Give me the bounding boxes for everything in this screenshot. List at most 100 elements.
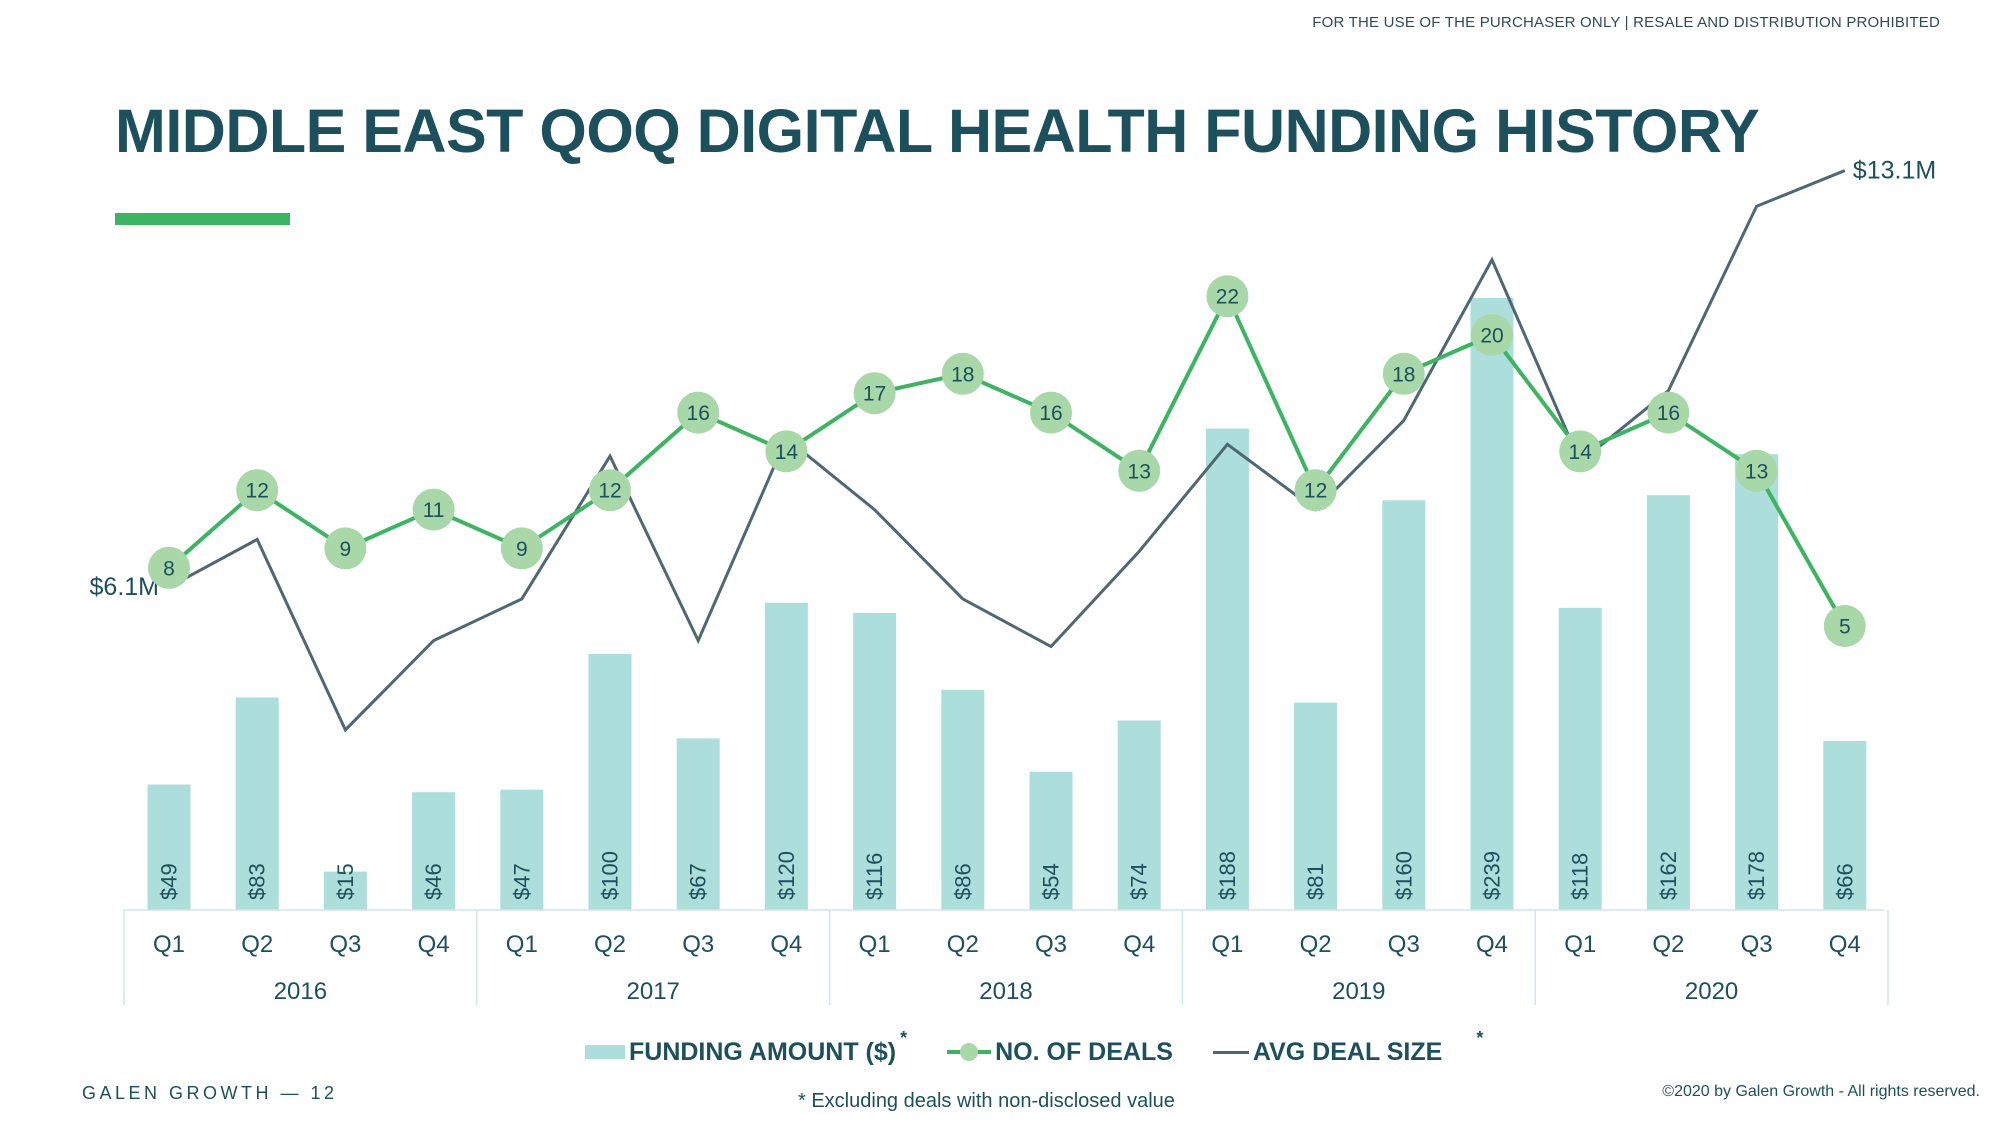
funding-bar-label: $118 xyxy=(1568,853,1593,900)
deals-series: 8 12 9 11 9 12 16 14 17 18 16 13 22 12 18 20 14 16 13 5 xyxy=(148,275,1866,647)
deals-marker xyxy=(765,430,808,473)
deals-value-label: 8 xyxy=(163,557,175,580)
deals-value-label: 5 xyxy=(1839,616,1851,639)
funding-bar-label: $67 xyxy=(686,863,711,900)
x-group-label: 2016 xyxy=(274,978,327,1005)
funding-bars xyxy=(147,298,1867,910)
deals-value-label: 18 xyxy=(1392,363,1415,386)
title-accent-bar xyxy=(115,213,290,225)
x-group-label: 2020 xyxy=(1685,978,1738,1005)
deals-marker xyxy=(148,546,190,589)
deals-marker xyxy=(853,372,896,415)
funding-bar xyxy=(1117,720,1161,910)
avg-deal-size-line xyxy=(168,169,1846,733)
x-tick-label: Q1 xyxy=(506,931,538,958)
x-tick-label: Q4 xyxy=(418,931,450,958)
deals-value-label: 12 xyxy=(246,480,269,503)
deals-marker xyxy=(1118,449,1161,492)
deals-value-label: 16 xyxy=(1039,402,1062,425)
funding-bar xyxy=(588,653,632,910)
funding-bar-label: $47 xyxy=(509,863,534,900)
deals-marker xyxy=(1559,430,1602,473)
brand-footer: GALEN GROWTH — 12 xyxy=(82,1083,338,1103)
x-tick-label: Q2 xyxy=(241,931,273,958)
deals-marker xyxy=(677,391,720,434)
deals-value-label: 13 xyxy=(1128,460,1151,483)
x-axis: Q1 Q2 Q3 Q4 Q1 Q2 Q3 Q4 Q1 Q2 Q3 Q4 Q1 Q2 Q3 Q4 Q1 Q2 Q3 Q4… xyxy=(123,909,1889,1005)
funding-bar xyxy=(1382,500,1426,910)
x-tick-label: Q1 xyxy=(1564,931,1596,958)
deals-marker xyxy=(412,488,455,531)
funding-bar-label: $188 xyxy=(1215,851,1240,900)
deals-marker xyxy=(589,469,631,512)
legend-item-deals: NO. OF DEALS xyxy=(947,1038,1173,1067)
avg-deal-size-series: $6.1M $13.1M xyxy=(90,157,1936,733)
legend-asterisk-avg: * xyxy=(1476,1027,1484,1048)
funding-bar xyxy=(1735,454,1779,910)
funding-bar-label: $66 xyxy=(1832,863,1857,900)
deals-marker xyxy=(236,469,279,512)
deals-marker xyxy=(500,527,543,570)
deals-value-label: 22 xyxy=(1216,286,1239,309)
funding-chart: $49 $83 $15 $46 $47 $100 $67 $120 $116 $86 $54 $74 $… xyxy=(90,157,1936,1005)
deals-marker xyxy=(324,527,367,570)
funding-bar xyxy=(1029,771,1073,910)
funding-bar-label: $49 xyxy=(157,863,182,900)
deals-value-label: 14 xyxy=(775,441,799,464)
deals-marker xyxy=(1206,275,1249,318)
deals-value-label: 13 xyxy=(1745,460,1768,483)
legend-label-avg: AVG DEAL SIZE xyxy=(1252,1037,1443,1066)
funding-bar xyxy=(764,602,808,910)
funding-bar xyxy=(853,612,897,910)
x-tick-label: Q4 xyxy=(1476,931,1508,958)
funding-bar-label: $120 xyxy=(774,851,799,900)
funding-bar-label: $74 xyxy=(1127,863,1152,900)
funding-bar-label: $162 xyxy=(1656,851,1681,900)
legend-label-deals: NO. OF DEALS xyxy=(995,1037,1173,1066)
footnote: * Excluding deals with non-disclosed val… xyxy=(798,1090,1175,1112)
deals-marker xyxy=(1823,605,1866,647)
funding-bar xyxy=(235,697,279,910)
x-tick-label: Q2 xyxy=(947,931,979,958)
funding-bar-label: $100 xyxy=(598,851,623,900)
funding-bar xyxy=(1558,607,1602,910)
deals-value-label: 18 xyxy=(951,363,974,386)
funding-bar-label: $54 xyxy=(1039,863,1064,900)
legend-swatch-funding xyxy=(585,1045,625,1059)
legend-label-funding: FUNDING AMOUNT ($) xyxy=(629,1037,897,1066)
x-tick-label: Q3 xyxy=(1035,931,1067,958)
funding-bar xyxy=(1205,428,1249,910)
deals-marker xyxy=(941,352,984,395)
funding-bar xyxy=(676,738,720,910)
x-tick-label: Q3 xyxy=(682,931,714,958)
x-tick-label: Q1 xyxy=(153,931,185,958)
deals-value-label: 9 xyxy=(516,538,528,561)
deals-value-label: 17 xyxy=(863,383,886,406)
deals-marker xyxy=(1471,314,1513,356)
deals-marker xyxy=(1294,469,1337,512)
chart-legend: FUNDING AMOUNT ($) * NO. OF DEALS AVG DE… xyxy=(585,1028,1483,1070)
deals-value-label: 11 xyxy=(423,499,445,522)
x-tick-label: Q1 xyxy=(859,931,891,958)
funding-bar-label: $86 xyxy=(950,863,975,900)
x-group-label: 2019 xyxy=(1332,978,1385,1005)
deals-marker xyxy=(1382,352,1425,395)
deals-marker xyxy=(1735,449,1778,492)
deals-value-label: 20 xyxy=(1480,325,1503,348)
x-tick-label: Q4 xyxy=(1123,931,1155,958)
deals-marker xyxy=(1647,391,1690,434)
funding-bar-label: $178 xyxy=(1744,851,1769,900)
funding-bar xyxy=(1646,495,1690,910)
legend-asterisk: * xyxy=(900,1027,908,1048)
deals-value-label: 9 xyxy=(340,538,352,561)
funding-bar-label: $81 xyxy=(1303,863,1328,900)
x-tick-label: Q2 xyxy=(594,931,626,958)
deals-value-label: 12 xyxy=(1304,480,1327,503)
deals-value-label: 12 xyxy=(598,480,621,503)
disclaimer: FOR THE USE OF THE PURCHASER ONLY | RESA… xyxy=(1312,14,1940,31)
x-tick-label: Q2 xyxy=(1300,931,1332,958)
funding-bar-labels: $49 $83 $15 $46 $47 $100 $67 $120 $116 $86 $54 $74 $… xyxy=(157,851,1858,900)
funding-bar-label: $46 xyxy=(421,863,446,900)
x-tick-label: Q2 xyxy=(1652,931,1684,958)
avg-deal-size-label: $13.1M xyxy=(1853,157,1936,185)
